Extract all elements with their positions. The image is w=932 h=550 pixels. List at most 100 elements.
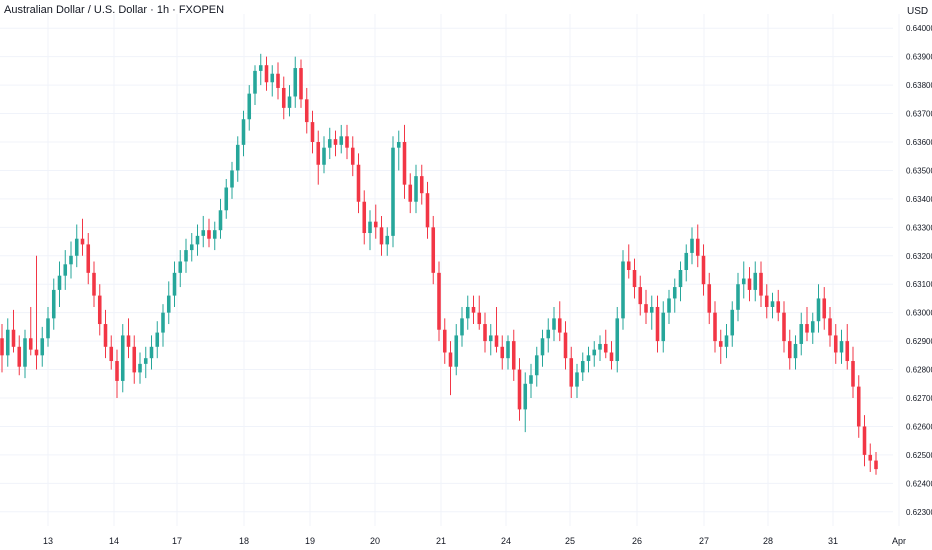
candle-body bbox=[546, 329, 551, 339]
candle-body bbox=[793, 343, 798, 359]
candle bbox=[874, 452, 878, 475]
candle bbox=[787, 329, 792, 370]
candle bbox=[356, 153, 361, 214]
candle-body bbox=[477, 312, 482, 325]
candle-body bbox=[258, 65, 263, 71]
x-tick-label: 31 bbox=[828, 536, 838, 546]
grid-lines bbox=[0, 14, 900, 526]
candle bbox=[695, 224, 700, 268]
candle bbox=[563, 321, 568, 370]
candle-body bbox=[316, 142, 321, 165]
candle-body bbox=[115, 361, 119, 381]
candle-body bbox=[442, 329, 447, 353]
candles bbox=[0, 53, 878, 475]
candle-body bbox=[276, 73, 280, 88]
candle bbox=[684, 244, 689, 282]
candle bbox=[327, 127, 332, 160]
candle bbox=[569, 346, 574, 398]
candle bbox=[74, 224, 79, 268]
candle bbox=[23, 329, 27, 379]
candle bbox=[483, 312, 487, 353]
x-tick-label: 20 bbox=[370, 536, 380, 546]
candle-body bbox=[69, 255, 73, 265]
candle bbox=[856, 375, 861, 438]
candle-body bbox=[540, 338, 545, 356]
x-tick-label: 13 bbox=[43, 536, 53, 546]
candle-body bbox=[690, 238, 694, 253]
candle bbox=[120, 324, 125, 393]
candle bbox=[770, 292, 775, 319]
candle bbox=[747, 267, 752, 302]
candle bbox=[442, 318, 447, 364]
candle-body bbox=[264, 65, 269, 83]
candle bbox=[92, 261, 96, 307]
candle-body bbox=[833, 335, 838, 353]
time-axis[interactable]: 13 14 17 18 19 20 21 24 25 26 27 28 31 Apr bbox=[43, 536, 906, 546]
candle bbox=[138, 352, 142, 384]
candle bbox=[776, 289, 781, 322]
candle-body bbox=[523, 383, 528, 410]
candle bbox=[833, 324, 838, 364]
candle-body bbox=[747, 278, 752, 290]
candle-body bbox=[299, 68, 303, 100]
candle-body bbox=[189, 244, 194, 251]
candle-body bbox=[195, 235, 200, 245]
candle bbox=[189, 233, 194, 262]
candle-body bbox=[851, 361, 855, 387]
candle-body bbox=[575, 372, 579, 387]
candle bbox=[649, 295, 654, 330]
candle-body bbox=[120, 335, 125, 381]
candle bbox=[557, 301, 562, 342]
candle bbox=[626, 244, 631, 279]
candle-body bbox=[414, 176, 418, 202]
candle bbox=[69, 241, 73, 279]
candle-body bbox=[822, 298, 827, 319]
candle bbox=[264, 56, 269, 91]
candle bbox=[586, 346, 591, 373]
x-tick-label: 25 bbox=[565, 536, 575, 546]
candle bbox=[782, 301, 786, 353]
candle-body bbox=[454, 335, 459, 367]
candle bbox=[281, 76, 286, 120]
candle-body bbox=[396, 142, 401, 148]
candle bbox=[17, 335, 22, 376]
candle-body bbox=[143, 358, 148, 364]
candle bbox=[724, 324, 729, 359]
candle-body bbox=[310, 122, 315, 142]
candle bbox=[488, 324, 493, 356]
candle-body bbox=[304, 99, 309, 123]
candle-body bbox=[609, 352, 614, 362]
candle-body bbox=[46, 318, 50, 339]
candle bbox=[592, 341, 597, 367]
x-tick-label: 24 bbox=[501, 536, 511, 546]
candle bbox=[419, 164, 424, 205]
candle bbox=[609, 341, 614, 370]
candle-body bbox=[51, 289, 56, 319]
candle-body bbox=[718, 341, 723, 347]
candle-body bbox=[776, 301, 781, 313]
price-axis-currency-label: USD bbox=[907, 6, 929, 17]
x-tick-label: 28 bbox=[763, 536, 773, 546]
candle-body bbox=[97, 295, 102, 325]
candle-body bbox=[149, 346, 154, 359]
candle-body bbox=[856, 386, 861, 427]
candle-body bbox=[586, 355, 591, 362]
candle-body bbox=[810, 321, 815, 333]
candle bbox=[810, 312, 815, 344]
candle-body bbox=[500, 346, 505, 359]
candle-body bbox=[557, 318, 562, 333]
candle-body bbox=[178, 261, 183, 273]
candle bbox=[51, 278, 56, 330]
candle-body bbox=[701, 255, 706, 285]
candle bbox=[345, 124, 349, 160]
candle-body bbox=[678, 270, 683, 288]
candle bbox=[322, 136, 326, 174]
candle bbox=[741, 261, 746, 299]
